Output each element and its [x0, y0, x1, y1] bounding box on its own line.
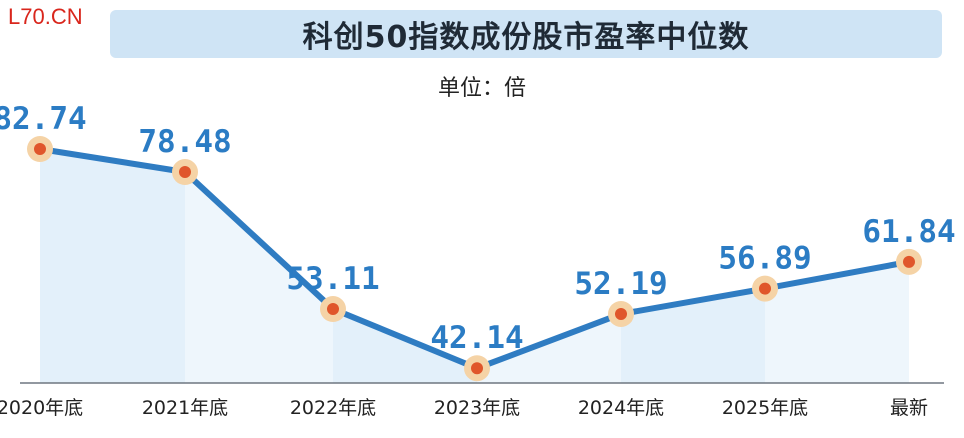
area-segment — [333, 309, 477, 383]
data-markers — [27, 136, 922, 382]
data-label: 78.48 — [138, 124, 231, 160]
data-point — [327, 303, 339, 316]
data-label: 56.89 — [718, 241, 811, 277]
x-tick-label: 2022年底 — [290, 397, 376, 419]
data-point — [179, 166, 191, 179]
data-point — [34, 143, 46, 156]
data-point — [471, 362, 483, 375]
data-labels: 82.74 78.48 53.11 42.14 52.19 56.89 61.84 — [0, 101, 956, 356]
x-tick-label: 2021年底 — [142, 397, 228, 419]
data-point — [615, 307, 627, 320]
area-segment — [765, 261, 909, 383]
x-tick-label: 2020年底 — [0, 397, 83, 419]
data-label: 61.84 — [862, 214, 955, 250]
watermark: L70.CN — [8, 4, 83, 29]
x-tick-label: 2025年底 — [722, 397, 808, 419]
area-segment — [185, 172, 333, 383]
x-tick-labels: 2020年底 2021年底 2022年底 2023年底 2024年底 2025年底 最新 — [0, 397, 928, 419]
data-label: 53.11 — [286, 261, 379, 297]
x-tick-label: 最新 — [890, 397, 928, 419]
area-segment — [40, 149, 185, 383]
x-tick-label: 2024年底 — [578, 397, 664, 419]
unit-label: 单位：倍 — [437, 76, 526, 101]
data-label: 82.74 — [0, 101, 87, 137]
area-segment — [621, 288, 765, 383]
data-point — [903, 255, 915, 268]
area-segment — [477, 313, 621, 383]
data-point — [759, 282, 771, 295]
title-bar: 科创50指数成份股市盈率中位数 — [110, 10, 942, 58]
area-fills — [40, 149, 909, 383]
x-tick-label: 2023年底 — [434, 397, 520, 419]
data-label: 42.14 — [430, 320, 523, 356]
chart-title: 科创50指数成份股市盈率中位数 — [302, 20, 750, 55]
data-label: 52.19 — [574, 266, 667, 302]
